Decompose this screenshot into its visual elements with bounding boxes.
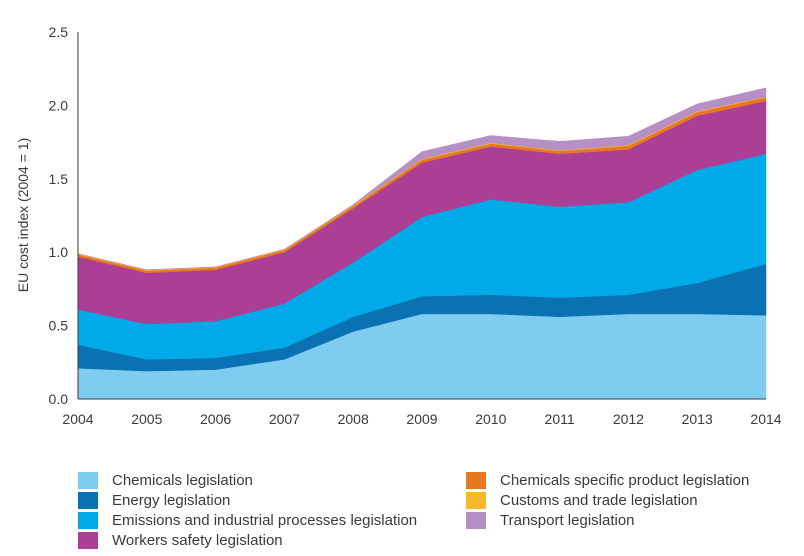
- x-tick-label: 2007: [269, 411, 300, 427]
- legend-label: Chemicals specific product legislation: [500, 471, 750, 489]
- legend-swatch: [78, 471, 98, 489]
- x-tick-label: 2013: [682, 411, 713, 427]
- legend-item: Transport legislation: [466, 510, 749, 530]
- x-tick-labels: 2004 2005 2006 2007 2008 2009 2010 2011 2012 2013…: [62, 411, 781, 427]
- area-series-transport-legislation: [77, 87, 767, 271]
- x-tick-label: 2014: [750, 411, 781, 427]
- y-tick-label: 0.0: [49, 391, 69, 407]
- y-tick-labels: 0.0 0.5 1.0 1.5 2.0 2.5: [49, 24, 69, 407]
- legend-label: Transport legislation: [500, 511, 635, 529]
- legend-column-left: Chemicals legislation Energy legislation E…: [78, 470, 417, 550]
- legend-item: Workers safety legislation: [78, 530, 417, 550]
- y-tick-label: 2.5: [49, 24, 69, 40]
- legend-label: Workers safety legislation: [112, 531, 283, 549]
- legend-column-right: Chemicals specific product legislation Cu…: [466, 470, 749, 530]
- x-tick-label: 2004: [62, 411, 93, 427]
- legend-item: Customs and trade legislation: [466, 490, 749, 510]
- x-tick-label: 2005: [131, 411, 162, 427]
- y-tick-label: 0.5: [49, 318, 69, 334]
- x-tick-label: 2011: [545, 411, 575, 427]
- y-axis-label: EU cost index (2004 = 1): [15, 138, 31, 292]
- legend-swatch: [78, 491, 98, 509]
- legend-swatch: [466, 471, 486, 489]
- legend-swatch: [78, 531, 98, 549]
- x-tick-label: 2012: [613, 411, 644, 427]
- legend-swatch: [78, 511, 98, 529]
- legend-item: Energy legislation: [78, 490, 417, 510]
- legend-label: Emissions and industrial processes legis…: [112, 511, 418, 529]
- x-tick-label: 2006: [200, 411, 231, 427]
- y-tick-label: 1.5: [49, 171, 69, 187]
- area-layers: [77, 87, 767, 400]
- legend-swatch: [466, 491, 486, 509]
- legend-label: Chemicals legislation: [112, 471, 253, 489]
- legend-item: Chemicals specific product legislation: [466, 470, 749, 490]
- legend-item: Emissions and industrial processes legis…: [78, 510, 417, 530]
- y-tick-label: 2.0: [49, 97, 69, 113]
- x-tick-label: 2008: [338, 411, 369, 427]
- stacked-area-chart: 0.00.51.01.52.02.5 2004 2005 2006 2007 2008 2…: [15, 24, 782, 427]
- legend-swatch: [466, 511, 486, 529]
- x-tick-label: 2010: [475, 411, 506, 427]
- legend-label: Energy legislation: [112, 491, 231, 509]
- legend: Chemicals legislation Energy legislation E…: [70, 470, 790, 554]
- legend-label: Customs and trade legislation: [500, 491, 698, 509]
- y-tick-label: 1.0: [49, 244, 69, 260]
- x-tick-label: 2009: [406, 411, 437, 427]
- legend-item: Chemicals legislation: [78, 470, 417, 490]
